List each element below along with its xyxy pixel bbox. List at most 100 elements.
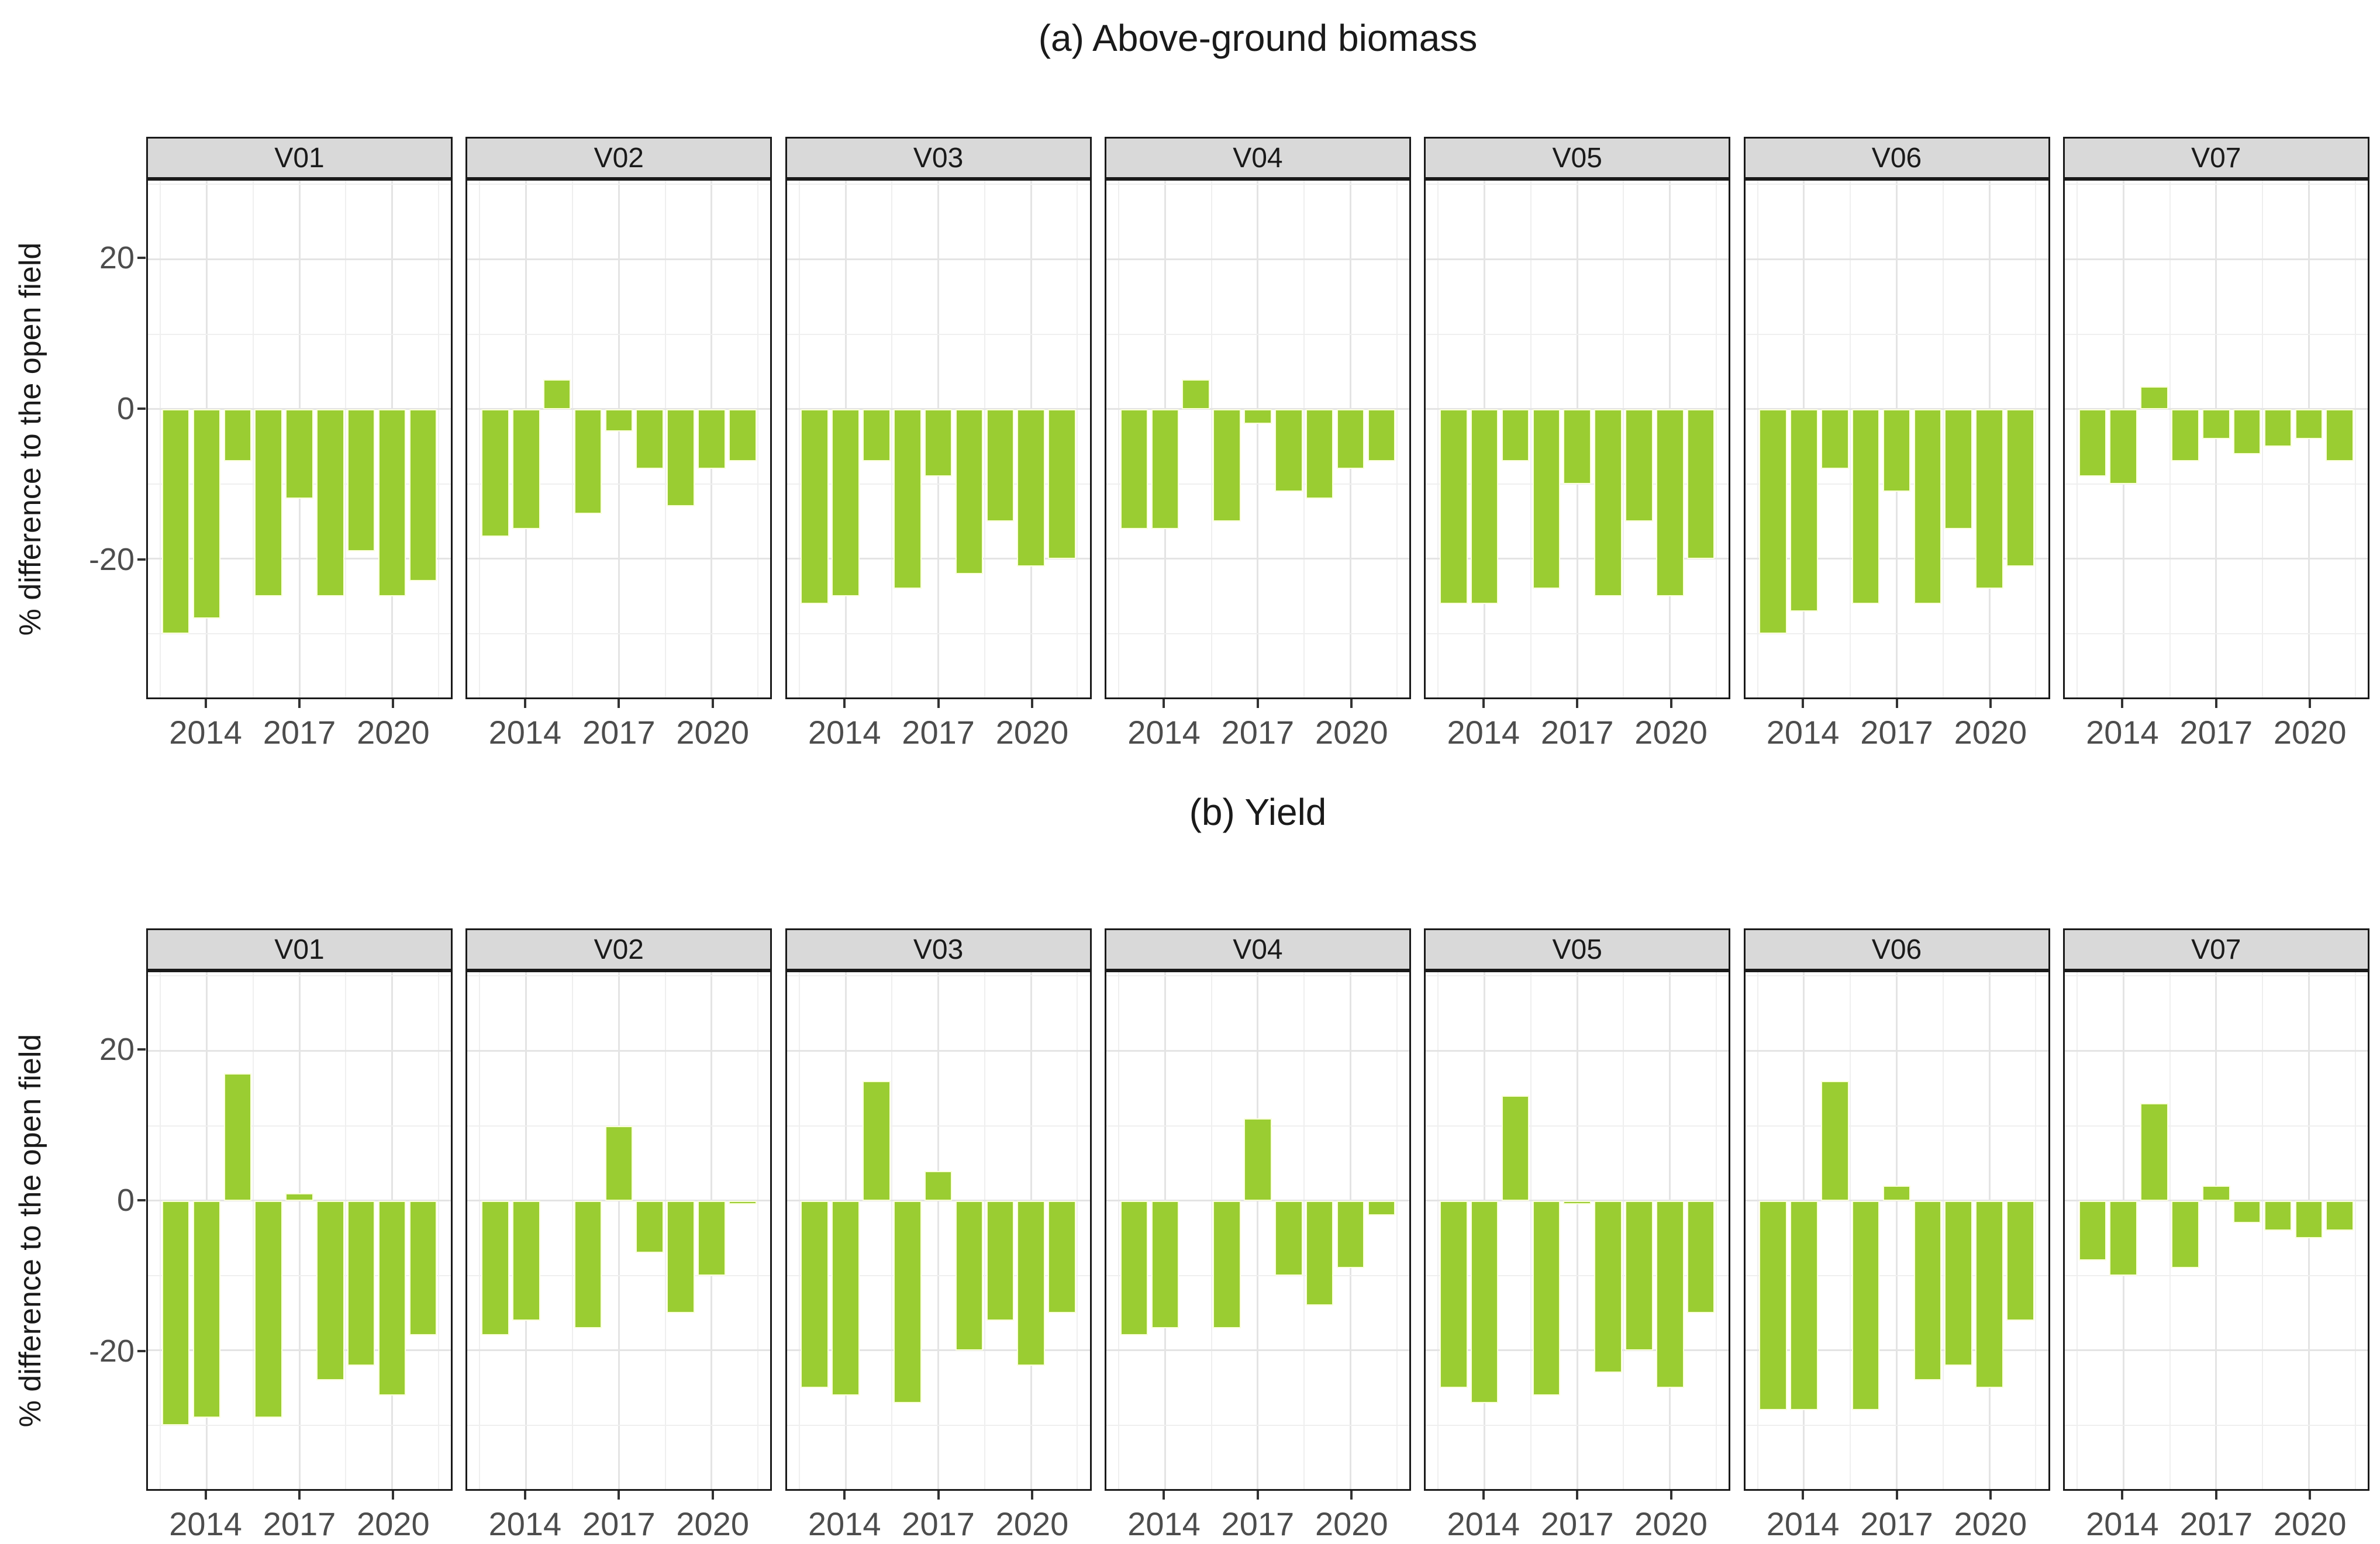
gridline-horizontal-minor	[1426, 633, 1729, 635]
x-tick-label: 2014	[1766, 1505, 1840, 1542]
x-tick-label: 2014	[2086, 714, 2159, 751]
x-tick-label: 2014	[1766, 714, 1840, 751]
bar-v07-2018	[2233, 409, 2261, 454]
facet-strip: V07	[2062, 137, 2369, 179]
x-tick-label: 2014	[1447, 1505, 1520, 1542]
bar-v03-2013	[801, 409, 829, 604]
facet-strip: V04	[1104, 137, 1411, 179]
gridline-horizontal-minor	[467, 1274, 771, 1276]
bar-v02-2018	[636, 409, 664, 469]
gridline-vertical-minor	[798, 181, 800, 697]
gridline-vertical-minor	[1530, 181, 1532, 697]
gridline-vertical-minor	[252, 181, 254, 697]
facet-panel-v01: V01	[146, 928, 453, 1491]
gridline-horizontal-major	[467, 1200, 771, 1202]
gridline-vertical-minor	[1396, 181, 1398, 697]
x-tick-mark	[1350, 699, 1353, 708]
gridline-vertical-minor	[891, 181, 893, 697]
gridline-horizontal-minor	[1106, 1425, 1409, 1426]
facet-label: V03	[913, 934, 964, 965]
bar-v07-2015	[2140, 1103, 2168, 1201]
plot-area	[785, 179, 1092, 699]
x-tick-mark	[618, 699, 620, 708]
gridline-vertical-minor	[757, 972, 759, 1489]
x-tick-label: 2014	[169, 714, 242, 751]
bar-v07-2016	[2171, 1200, 2199, 1269]
gridline-horizontal-minor	[2064, 1425, 2368, 1426]
gridline-horizontal-major	[1745, 1050, 2048, 1052]
gridline-horizontal-major	[1426, 1050, 1729, 1052]
gridline-vertical-minor	[984, 972, 985, 1489]
facet-label: V02	[594, 142, 644, 174]
bar-v02-2019	[667, 1200, 695, 1313]
bar-v02-2016	[574, 409, 602, 514]
bar-v03-2021	[1048, 409, 1076, 559]
x-tick-label: 2014	[808, 714, 881, 751]
gridline-horizontal-minor	[1745, 333, 2048, 335]
gridline-horizontal-minor	[1745, 184, 2048, 185]
x-tick-label: 2017	[2179, 714, 2253, 751]
gridline-horizontal-minor	[148, 1425, 451, 1426]
facet-panel-v04: V04	[1104, 137, 1411, 699]
gridline-horizontal-minor	[467, 333, 771, 335]
facet-strip: V07	[2062, 928, 2369, 970]
facet-panel-v04: V04	[1104, 928, 1411, 1491]
bar-v03-2014	[832, 409, 860, 597]
bar-v04-2017	[1244, 409, 1272, 424]
gridline-horizontal-minor	[148, 1274, 451, 1276]
x-tick-mark	[523, 1491, 526, 1500]
x-tick-label: 2020	[995, 1505, 1069, 1542]
facet-panel-v07: V07	[2062, 137, 2369, 699]
gridline-horizontal-minor	[2064, 975, 2368, 977]
gridline-horizontal-major	[787, 1349, 1090, 1352]
gridline-vertical-minor	[2035, 181, 2037, 697]
gridline-vertical-major	[1576, 972, 1578, 1489]
facet-panel-v05: V05	[1424, 928, 1731, 1491]
gridline-horizontal-major	[2064, 1349, 2368, 1352]
bar-v01-2021	[409, 1200, 437, 1336]
gridline-vertical-major	[2215, 181, 2217, 697]
gridline-horizontal-major	[2064, 258, 2368, 261]
bar-v04-2015	[1182, 379, 1210, 409]
x-tick-label: 2017	[1221, 1505, 1295, 1542]
gridline-vertical-minor	[1396, 972, 1398, 1489]
x-tick-mark	[2215, 699, 2217, 708]
x-tick-mark	[1256, 1491, 1259, 1500]
facet-panel-v01: V01	[146, 137, 453, 699]
gridline-vertical-minor	[160, 181, 161, 697]
bar-v03-2016	[893, 1200, 922, 1403]
gridline-horizontal-minor	[787, 1274, 1090, 1276]
gridline-vertical-minor	[984, 181, 985, 697]
gridline-horizontal-minor	[1745, 1274, 2048, 1276]
bar-v01-2015	[223, 1073, 252, 1201]
gridline-vertical-major	[618, 181, 620, 697]
gridline-vertical-minor	[1077, 972, 1078, 1489]
bar-v05-2020	[1655, 409, 1684, 597]
x-tick-mark	[1989, 699, 1992, 708]
gridline-horizontal-minor	[787, 1125, 1090, 1127]
gridline-horizontal-minor	[1426, 975, 1729, 977]
bar-v07-2018	[2233, 1200, 2261, 1224]
plot-area	[146, 970, 453, 1491]
facet-strip: V05	[1424, 928, 1731, 970]
bar-v07-2014	[2109, 1200, 2137, 1276]
gridline-vertical-major	[1257, 972, 1259, 1489]
y-tick-mark	[137, 1199, 146, 1202]
gridline-horizontal-major	[1426, 1349, 1729, 1352]
y-tick-label: 20	[99, 240, 134, 276]
bar-v04-2017	[1244, 1118, 1272, 1201]
gridline-vertical-minor	[664, 181, 666, 697]
bar-v05-2015	[1501, 409, 1530, 462]
bar-v06-2017	[1882, 409, 1911, 492]
bar-v01-2013	[161, 409, 190, 634]
gridline-vertical-major	[1257, 181, 1259, 697]
bar-v04-2020	[1336, 409, 1365, 469]
facet-strip: V05	[1424, 137, 1731, 179]
bar-v06-2016	[1851, 1200, 1880, 1411]
facet-label: V01	[274, 934, 325, 965]
gridline-horizontal-minor	[1426, 1125, 1729, 1127]
x-tick-mark	[1031, 1491, 1033, 1500]
gridline-vertical-minor	[1716, 181, 1717, 697]
bar-v01-2017	[285, 409, 313, 499]
bar-v05-2013	[1439, 1200, 1468, 1388]
